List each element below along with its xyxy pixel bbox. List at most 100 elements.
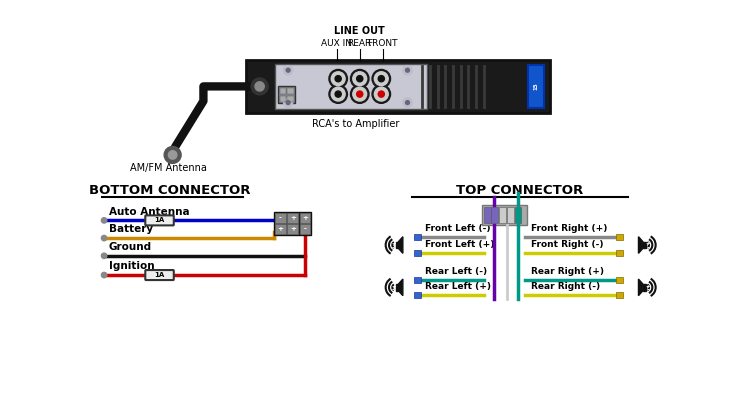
Circle shape — [286, 101, 290, 105]
Circle shape — [164, 146, 181, 164]
Circle shape — [332, 87, 345, 101]
Circle shape — [372, 85, 391, 103]
Circle shape — [352, 72, 367, 86]
FancyBboxPatch shape — [275, 213, 286, 223]
Circle shape — [329, 70, 347, 88]
Text: -: - — [279, 215, 282, 221]
Text: 1A: 1A — [154, 272, 165, 278]
FancyBboxPatch shape — [528, 65, 544, 108]
Text: +: + — [278, 226, 284, 232]
Circle shape — [357, 76, 363, 82]
Circle shape — [352, 87, 367, 101]
Text: 1A: 1A — [154, 218, 165, 223]
FancyBboxPatch shape — [616, 292, 623, 298]
Circle shape — [101, 218, 106, 223]
Text: Ground: Ground — [109, 242, 152, 252]
Polygon shape — [398, 279, 403, 296]
FancyBboxPatch shape — [491, 206, 498, 223]
Text: AUX IN: AUX IN — [321, 39, 352, 48]
FancyBboxPatch shape — [499, 206, 506, 223]
Text: Ignition: Ignition — [109, 261, 154, 271]
Circle shape — [406, 101, 410, 105]
Circle shape — [286, 68, 290, 72]
Text: LINE OUT: LINE OUT — [334, 26, 385, 35]
Circle shape — [101, 272, 106, 278]
Circle shape — [169, 151, 177, 159]
FancyBboxPatch shape — [507, 206, 514, 223]
Circle shape — [350, 70, 369, 88]
Polygon shape — [638, 279, 643, 296]
Circle shape — [374, 87, 388, 101]
Text: 15: 15 — [533, 82, 538, 90]
Text: +: + — [646, 283, 650, 289]
Circle shape — [329, 85, 347, 103]
Circle shape — [357, 91, 363, 97]
Text: Rear Left (-): Rear Left (-) — [425, 267, 488, 276]
Text: Front Left (-): Front Left (-) — [425, 225, 490, 234]
FancyBboxPatch shape — [484, 206, 490, 223]
Circle shape — [255, 82, 264, 91]
Text: BOTTOM CONNECTOR: BOTTOM CONNECTOR — [88, 183, 251, 197]
Circle shape — [378, 76, 384, 82]
FancyBboxPatch shape — [300, 224, 310, 234]
FancyBboxPatch shape — [275, 224, 286, 234]
Polygon shape — [638, 237, 643, 253]
FancyBboxPatch shape — [616, 250, 623, 256]
Circle shape — [350, 85, 369, 103]
Polygon shape — [398, 237, 403, 253]
FancyBboxPatch shape — [278, 87, 295, 103]
FancyBboxPatch shape — [616, 234, 623, 240]
Text: +: + — [646, 241, 650, 246]
FancyBboxPatch shape — [287, 224, 298, 234]
Text: Rear Left (+): Rear Left (+) — [425, 282, 491, 291]
Text: Battery: Battery — [109, 224, 153, 234]
Polygon shape — [643, 284, 646, 291]
Text: +: + — [391, 241, 396, 246]
Circle shape — [378, 91, 384, 97]
Text: FRONT: FRONT — [368, 39, 398, 48]
FancyBboxPatch shape — [146, 215, 174, 225]
FancyBboxPatch shape — [300, 213, 310, 223]
Text: +: + — [391, 283, 396, 289]
FancyBboxPatch shape — [280, 96, 286, 102]
Circle shape — [403, 98, 412, 107]
Text: Auto Antenna: Auto Antenna — [109, 206, 189, 217]
Polygon shape — [396, 242, 398, 248]
Circle shape — [335, 76, 341, 82]
Text: REAR: REAR — [347, 39, 372, 48]
FancyBboxPatch shape — [514, 206, 521, 223]
FancyBboxPatch shape — [146, 270, 174, 280]
FancyBboxPatch shape — [482, 205, 526, 225]
Circle shape — [403, 66, 412, 75]
Text: -: - — [646, 287, 650, 293]
Polygon shape — [396, 284, 398, 291]
Circle shape — [374, 72, 388, 86]
Circle shape — [335, 91, 341, 97]
Text: AM/FM Antenna: AM/FM Antenna — [130, 163, 207, 173]
FancyBboxPatch shape — [415, 292, 422, 298]
Circle shape — [251, 78, 268, 95]
FancyBboxPatch shape — [287, 213, 298, 223]
Text: -: - — [646, 245, 650, 251]
Circle shape — [372, 70, 391, 88]
Text: Front Right (-): Front Right (-) — [532, 240, 604, 249]
FancyBboxPatch shape — [616, 276, 623, 283]
Circle shape — [284, 98, 292, 107]
Text: Rear Right (-): Rear Right (-) — [532, 282, 601, 291]
FancyBboxPatch shape — [280, 88, 286, 94]
Text: TOP CONNECTOR: TOP CONNECTOR — [456, 183, 584, 197]
Text: RCA's to Amplifier: RCA's to Amplifier — [311, 119, 399, 129]
FancyBboxPatch shape — [415, 234, 422, 240]
FancyBboxPatch shape — [246, 60, 550, 112]
Polygon shape — [643, 242, 646, 248]
Text: +: + — [290, 215, 296, 221]
Circle shape — [332, 72, 345, 86]
Circle shape — [101, 253, 106, 258]
Text: -: - — [392, 287, 394, 293]
FancyBboxPatch shape — [415, 276, 422, 283]
Text: -: - — [392, 245, 394, 251]
FancyBboxPatch shape — [415, 250, 422, 256]
Circle shape — [101, 235, 106, 241]
Text: Rear Right (+): Rear Right (+) — [532, 267, 605, 276]
FancyBboxPatch shape — [287, 88, 293, 94]
